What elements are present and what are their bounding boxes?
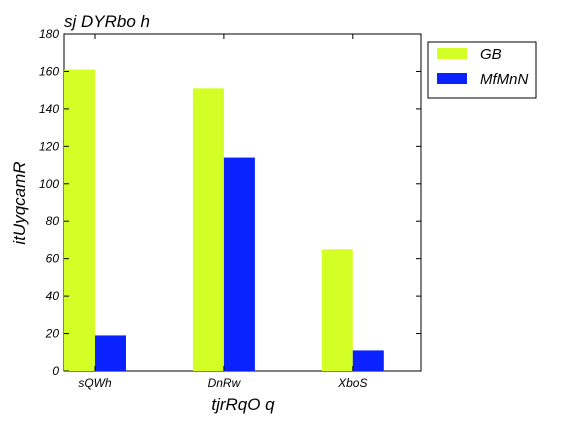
- x-tick-label-dnrw: DnRw: [208, 376, 242, 390]
- chart-title: sj DYRbo h: [64, 12, 150, 31]
- x-tick-label-sqwh: sQWh: [78, 376, 112, 390]
- y-tick-label: 120: [39, 139, 59, 153]
- x-ticks: sQWh DnRw XboS: [78, 34, 367, 390]
- bar-gb-sqwh: [64, 69, 95, 372]
- y-tick-label: 0: [52, 364, 59, 378]
- y-tick-label: 20: [45, 327, 60, 341]
- y-tick-label: 60: [46, 252, 60, 266]
- bar-mfmnn-dnrw: [223, 157, 255, 371]
- x-tick-label-xbos: XboS: [337, 376, 367, 390]
- y-ticks: 0 20 40 60 80 100 120 140 160 180: [39, 27, 421, 378]
- y-axis-title: itUyqcamR: [10, 161, 29, 244]
- legend-label-gb: GB: [480, 46, 502, 63]
- y-tick-label: 100: [39, 177, 59, 191]
- legend-swatch-gb: [437, 48, 467, 59]
- legend: GB MfMnN: [427, 41, 537, 99]
- plot-area: 0 20 40 60 80 100 120 140 160 180 sQWh DnRw XboS: [39, 27, 422, 390]
- bar-mfmnn-sqwh: [95, 335, 126, 371]
- bar-gb-dnrw: [192, 88, 224, 372]
- y-tick-label: 80: [46, 214, 60, 228]
- legend-swatch-mfmnn: [437, 73, 467, 84]
- bar-gb-xbos: [321, 249, 353, 371]
- x-axis-title: tjrRqO q: [211, 395, 275, 414]
- y-tick-label: 40: [46, 289, 60, 303]
- legend-label-mfmnn: MfMnN: [480, 71, 529, 88]
- y-tick-label: 180: [39, 27, 59, 41]
- bars-group: [64, 69, 384, 372]
- bar-mfmnn-xbos: [352, 350, 384, 371]
- y-tick-label: 160: [39, 64, 59, 78]
- y-tick-label: 140: [39, 102, 59, 116]
